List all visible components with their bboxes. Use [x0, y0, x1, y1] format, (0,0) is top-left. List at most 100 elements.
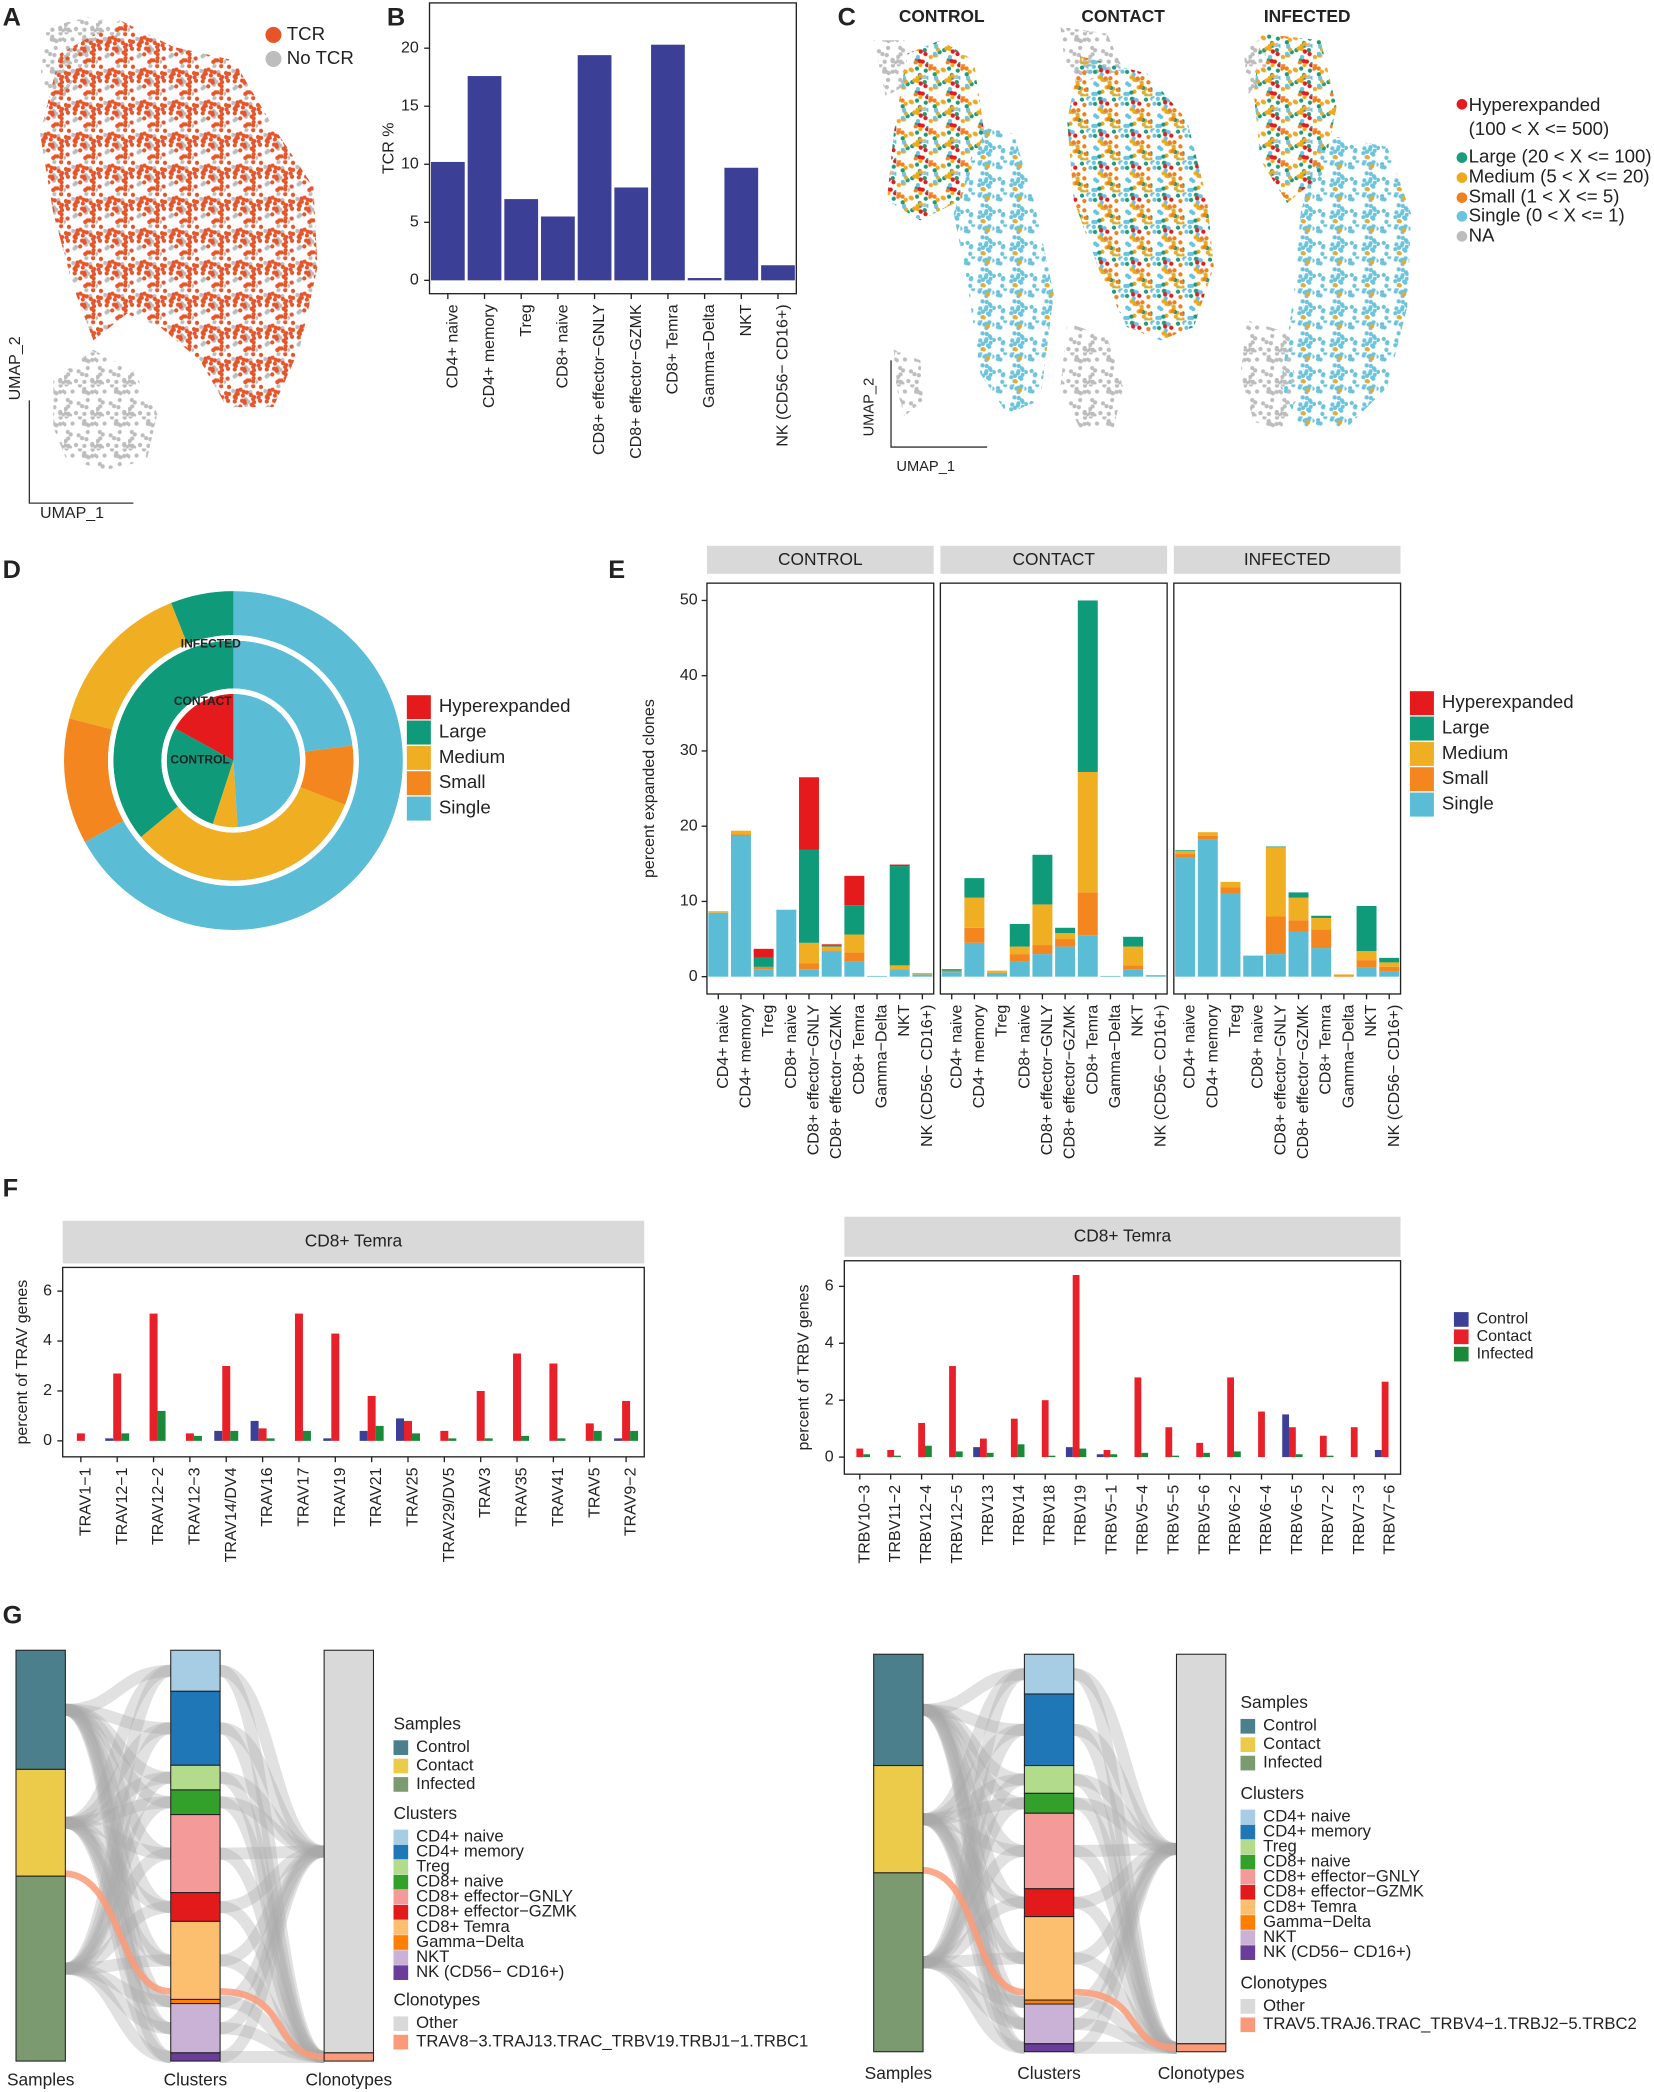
legend-title: Samples	[1241, 1692, 1309, 1712]
bar-segment	[753, 948, 774, 958]
x-tick-label: TRBV6−5	[1289, 1485, 1306, 1555]
x-tick-label: TRBV12−4	[918, 1485, 935, 1564]
x-tick-label: TRAV16	[259, 1467, 276, 1526]
flow	[1073, 1843, 1177, 1909]
donut-segment	[212, 760, 238, 828]
stratum	[323, 1649, 375, 2054]
legend-swatch	[1240, 1999, 1256, 2014]
legend-label: Other	[416, 2013, 458, 2032]
legend-label: No TCR	[287, 47, 354, 68]
umap-axis	[890, 360, 988, 448]
bar	[1134, 1377, 1142, 1458]
x-tick-label: TRAV21	[368, 1467, 385, 1526]
legend-swatch	[406, 695, 431, 720]
bar	[1065, 1447, 1073, 1458]
umap-region	[1060, 323, 1124, 430]
bar	[1110, 1454, 1118, 1458]
legend-title: Clusters	[393, 1803, 457, 1823]
x-tick-label: TRBV7−2	[1320, 1485, 1337, 1555]
bar	[549, 1363, 558, 1441]
flow	[922, 1703, 1026, 1858]
legend-swatch	[406, 720, 431, 745]
umap-region	[1280, 133, 1412, 428]
legend-swatch	[393, 1905, 409, 1920]
donut-segment	[174, 693, 234, 761]
x-tick-label: CD8+ effector−GZMK	[1062, 1004, 1079, 1159]
stratum	[1175, 1653, 1227, 2045]
legend-swatch	[1409, 741, 1434, 766]
legend-label: Single	[439, 797, 491, 818]
bar	[1227, 1377, 1235, 1458]
x-tick-label: CD4+ naive	[948, 1005, 965, 1089]
bar	[266, 1438, 275, 1441]
flow	[64, 1962, 172, 2035]
flow	[63, 1703, 173, 2035]
panel-label: A	[3, 4, 21, 32]
panel-label: F	[3, 1175, 18, 1203]
legend-dot	[1456, 192, 1468, 203]
legend-swatch	[1240, 1839, 1256, 1855]
bar	[440, 1430, 449, 1441]
donut-segment	[113, 640, 234, 838]
legend-swatch	[1240, 1915, 1256, 1930]
y-tick-label: 2	[43, 1382, 52, 1399]
x-tick-label: TRBV6−4	[1258, 1485, 1275, 1555]
bar-segment	[1197, 832, 1218, 836]
bar-segment	[1077, 772, 1098, 893]
x-tick-label: TRBV10−3	[856, 1485, 873, 1564]
legend-swatch	[393, 1777, 409, 1792]
bar-segment	[1288, 920, 1309, 932]
bar-segment	[730, 835, 751, 977]
bar	[863, 1454, 870, 1458]
stratum	[1023, 1792, 1075, 1814]
flow	[922, 1956, 1025, 2009]
bar-segment	[912, 972, 933, 975]
bar	[504, 199, 539, 281]
bar	[294, 1313, 303, 1441]
stratum	[1175, 2043, 1227, 2053]
legend-swatch	[1240, 2017, 1256, 2033]
facet-strip	[844, 1216, 1401, 1257]
bar	[476, 1390, 485, 1441]
legend-title: Clonotypes	[1241, 1972, 1328, 1992]
bar-segment	[1379, 962, 1400, 967]
bar	[467, 76, 502, 281]
panel-label: C	[838, 4, 856, 32]
legend-swatch	[393, 2016, 409, 2032]
donut-segment	[233, 693, 301, 828]
stratum	[170, 1998, 221, 2005]
y-tick-label: 6	[43, 1282, 52, 1299]
bar-segment	[1311, 915, 1332, 918]
bar	[1350, 1427, 1358, 1458]
x-tick-label: TRAV29/DV5	[441, 1467, 458, 1562]
bar	[577, 55, 612, 281]
legend-swatch	[393, 1758, 409, 1774]
flow-highlight	[922, 1866, 1177, 2052]
donut-segment	[300, 745, 354, 805]
facet-title: INFECTED	[1244, 549, 1331, 569]
bar	[979, 1438, 987, 1458]
legend-label: NKT	[1263, 1927, 1296, 1946]
bar	[1295, 1454, 1303, 1458]
legend-label: Medium (5 < X <= 20)	[1469, 166, 1650, 187]
panel-label: G	[3, 1602, 23, 1630]
flow	[218, 1664, 326, 2063]
axis-label: UMAP_1	[896, 459, 955, 475]
flow	[921, 1813, 1026, 2009]
stratum	[873, 1765, 924, 1874]
legend-label: Contact	[1263, 1734, 1321, 1753]
legend-label: Control	[416, 1737, 470, 1756]
legend-swatch	[1453, 1329, 1469, 1345]
legend-label: Treg	[416, 1857, 450, 1876]
flow	[219, 1722, 325, 1858]
x-tick-label: NKT	[1130, 1004, 1147, 1036]
bar-segment	[1009, 961, 1030, 977]
bar	[331, 1333, 340, 1441]
x-tick-label: TRBV6−2	[1227, 1485, 1244, 1555]
bar-segment	[1175, 850, 1196, 852]
stratum	[1023, 2043, 1075, 2053]
flow	[65, 1796, 171, 1829]
legend-swatch	[393, 1965, 409, 1980]
x-tick-label: TRBV12−5	[949, 1485, 966, 1564]
bar	[1041, 1400, 1049, 1458]
